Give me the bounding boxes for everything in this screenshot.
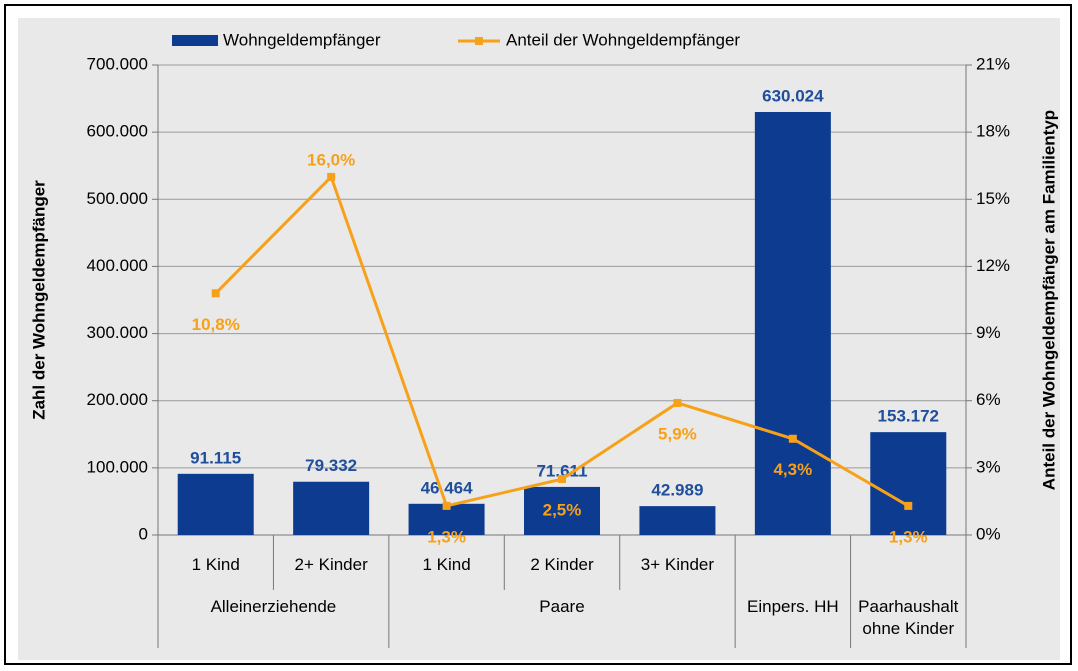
line-point [442,501,451,510]
line-point [788,434,797,443]
y2-tick-label: 12% [976,256,1010,275]
x-group-label: Paarhaushalt ohne Kinder [858,597,959,638]
bar-value-label: 71.611 [536,461,587,480]
x-tick-label: 3+ Kinder [640,555,715,574]
line-point [673,398,682,407]
x-tick-label: 1 Kind [191,555,240,574]
y2-tick-label: 18% [976,122,1010,141]
y-tick-label: 300.000 [87,323,148,342]
y-tick-label: 500.000 [87,189,148,208]
y-tick-label: 0 [139,524,148,543]
bar-value-label: 79.332 [305,456,357,475]
bar-value-label: 153.172 [878,407,939,426]
x-tick-label: 2 Kinder [530,555,594,574]
y-tick-label: 700.000 [87,54,148,73]
line-value-label: 2,5% [543,501,582,520]
legend-label: Wohngeldempfänger [223,30,381,49]
y2-tick-label: 3% [976,457,1001,476]
y2-tick-label: 9% [976,323,1001,342]
y-tick-label: 200.000 [87,390,148,409]
bar [870,432,947,535]
line-point [211,289,220,298]
y-tick-label: 100.000 [87,457,148,476]
x-group-label: Paare [539,597,585,616]
bar-value-label: 91.115 [190,448,241,467]
bar [754,111,831,535]
bar [639,506,716,535]
legend-swatch [172,35,218,46]
line-value-label: 5,9% [658,424,697,443]
bar-value-label: 46.464 [421,478,474,497]
line-point [327,172,336,181]
y-axis-title: Zahl der Wohngeldempfänger [29,180,48,420]
x-group-label: Einpers. HH [747,597,839,616]
line-value-label: 1,3% [427,527,466,546]
y2-tick-label: 21% [976,54,1010,73]
line-value-label: 4,3% [773,460,812,479]
legend-swatch [475,37,483,45]
bar [524,486,600,535]
bar-value-label: 630.024 [762,86,824,105]
x-group-label: Alleinerziehende [210,597,337,616]
line-point [904,501,913,510]
y2-axis-title: Anteil der Wohngeldempfänger am Familien… [1039,110,1058,490]
line-value-label: 10,8% [192,315,240,334]
x-tick-label: 1 Kind [422,555,471,574]
y2-tick-label: 0% [976,524,1001,543]
line-value-label: 1,3% [889,527,928,546]
line-point [558,475,566,484]
bar-value-label: 42.989 [651,481,703,500]
legend-label: Anteil der Wohngeldempfänger [506,30,740,49]
bar [293,481,370,535]
y-tick-label: 600.000 [87,122,148,141]
bar [177,473,254,535]
y2-tick-label: 6% [976,390,1001,409]
x-tick-label: 2+ Kinder [294,555,368,574]
y-tick-label: 400.000 [87,256,148,275]
line-value-label: 16,0% [307,150,355,169]
y2-tick-label: 15% [976,189,1010,208]
panel [18,18,1060,660]
